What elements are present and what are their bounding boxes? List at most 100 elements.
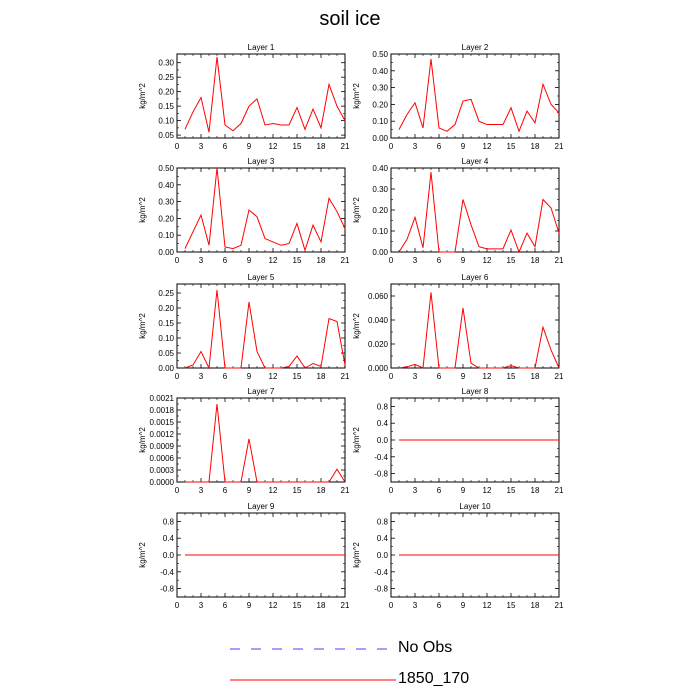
y-tick-label: 0.10: [372, 117, 388, 126]
y-tick-label: 0.8: [377, 402, 389, 411]
x-tick-label: 15: [507, 256, 516, 265]
y-tick-label: -0.8: [160, 585, 174, 594]
y-tick-label: 0.0015: [150, 418, 175, 427]
y-tick-label: 0.40: [372, 67, 388, 76]
y-axis-label: kg/m^2: [352, 197, 361, 223]
plot-frame: [390, 283, 560, 369]
x-tick-label: 0: [175, 601, 180, 610]
x-tick-label: 0: [389, 372, 394, 381]
x-tick-label: 21: [555, 256, 564, 265]
x-tick-label: 6: [223, 142, 228, 151]
x-tick-label: 12: [483, 486, 492, 495]
x-tick-label: 6: [223, 372, 228, 381]
x-tick-label: 9: [461, 601, 466, 610]
legend-label-no-obs: No Obs: [398, 639, 453, 656]
x-tick-label: 9: [247, 142, 252, 151]
y-tick-label: 0.00: [372, 248, 388, 257]
figure-title: soil ice: [319, 8, 381, 30]
y-tick-label: 0.20: [372, 206, 388, 215]
plot-frame: [390, 167, 560, 253]
x-tick-label: 6: [223, 256, 228, 265]
x-tick-label: 15: [507, 142, 516, 151]
y-tick-label: 0.0: [377, 436, 389, 445]
plot-frame: [390, 53, 560, 139]
y-axis-label: kg/m^2: [352, 313, 361, 339]
x-tick-label: 15: [293, 486, 302, 495]
x-tick-label: 15: [507, 601, 516, 610]
y-tick-label: 0.0003: [150, 466, 175, 475]
y-tick-label: -0.8: [374, 470, 388, 479]
x-tick-label: 15: [293, 601, 302, 610]
y-tick-label: 0.20: [158, 88, 174, 97]
x-tick-label: 6: [437, 601, 442, 610]
y-tick-label: 0.10: [158, 117, 174, 126]
x-tick-label: 3: [413, 486, 418, 495]
y-tick-label: 0.060: [368, 292, 389, 301]
y-tick-label: 0.000: [368, 364, 389, 373]
y-tick-label: -0.4: [160, 568, 174, 577]
x-tick-label: 21: [341, 486, 350, 495]
x-tick-label: 0: [175, 256, 180, 265]
x-tick-label: 9: [461, 142, 466, 151]
y-tick-label: 0.30: [372, 84, 388, 93]
x-tick-label: 18: [317, 601, 326, 610]
x-tick-label: 15: [293, 142, 302, 151]
y-tick-label: 0.50: [158, 164, 174, 173]
y-tick-label: 0.20: [372, 100, 388, 109]
panel-layer-6: Layer 6 0 3 6 9 12 15 18 21 0.000 0.020 0.040 0.060 k…: [352, 273, 564, 381]
series-line: [398, 292, 560, 369]
x-tick-label: 6: [437, 372, 442, 381]
x-tick-label: 0: [389, 256, 394, 265]
y-tick-label: 0.0000: [150, 478, 175, 487]
panel-layer-1: Layer 1 0 3 6 9 12 15 18 21 0.05 0.10 0.15 0.20 0.25 0…: [138, 43, 350, 151]
x-tick-label: 0: [175, 142, 180, 151]
y-tick-label: 0.05: [158, 349, 174, 358]
legend-label-1850-170: 1850_170: [398, 670, 470, 687]
x-tick-label: 6: [437, 142, 442, 151]
y-tick-label: 0.0: [163, 551, 175, 560]
x-tick-label: 18: [317, 142, 326, 151]
x-tick-label: 12: [269, 256, 278, 265]
x-tick-label: 6: [223, 601, 228, 610]
y-axis-label: kg/m^2: [138, 83, 147, 109]
x-tick-label: 18: [317, 486, 326, 495]
x-tick-label: 12: [483, 142, 492, 151]
y-tick-label: 0.15: [158, 102, 174, 111]
panel-title: Layer 1: [248, 43, 275, 52]
panel-layer-4: Layer 4 0 3 6 9 12 15 18 21 0.00 0.10 0.20 0.30 0.40 k…: [352, 157, 564, 265]
x-tick-label: 21: [341, 256, 350, 265]
x-tick-label: 15: [293, 372, 302, 381]
y-tick-label: -0.8: [374, 585, 388, 594]
panel-layer-10: Layer 10 0 3 6 9 12 15 18 21 -0.8 -0.4 0.0 0.4 0.8 kg/…: [352, 502, 564, 610]
x-tick-label: 12: [483, 601, 492, 610]
y-tick-label: 0.0: [377, 551, 389, 560]
x-tick-label: 6: [437, 486, 442, 495]
panel-title: Layer 9: [248, 502, 275, 511]
series-line: [184, 289, 346, 370]
y-tick-label: 0.40: [158, 181, 174, 190]
x-tick-label: 3: [199, 601, 204, 610]
y-axis-label: kg/m^2: [352, 427, 361, 453]
y-tick-label: 0.4: [377, 534, 389, 543]
y-tick-label: 0.020: [368, 340, 389, 349]
y-axis-label: kg/m^2: [352, 542, 361, 568]
x-tick-label: 9: [461, 372, 466, 381]
panel-layer-5: Layer 5 0 3 6 9 12 15 18 21 0.00 0.05 0.10 0.15 0.20 0…: [138, 273, 350, 381]
y-tick-label: 0.0021: [150, 394, 175, 403]
x-tick-label: 21: [341, 142, 350, 151]
x-tick-label: 12: [269, 601, 278, 610]
x-tick-label: 18: [531, 256, 540, 265]
plot-frame: [176, 53, 346, 139]
x-tick-label: 15: [507, 372, 516, 381]
y-tick-label: 0.4: [377, 419, 389, 428]
series-line: [398, 58, 560, 133]
x-tick-label: 3: [199, 486, 204, 495]
y-tick-label: 0.040: [368, 316, 389, 325]
y-tick-label: 0.00: [158, 248, 174, 257]
x-tick-label: 0: [175, 486, 180, 495]
x-tick-label: 12: [269, 372, 278, 381]
x-tick-label: 18: [531, 142, 540, 151]
x-tick-label: 6: [437, 256, 442, 265]
x-tick-label: 9: [247, 256, 252, 265]
y-axis-label: kg/m^2: [138, 313, 147, 339]
